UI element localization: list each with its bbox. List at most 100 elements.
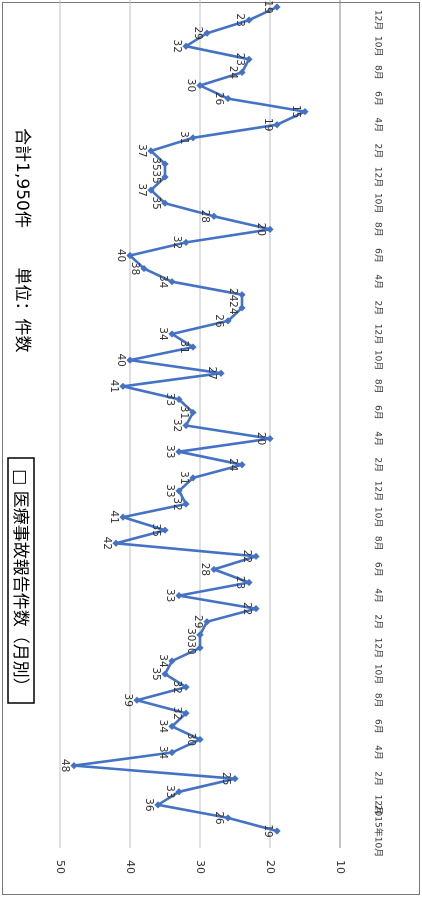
data-point xyxy=(203,29,211,37)
data-label: 23 xyxy=(234,13,246,26)
data-label: 32 xyxy=(171,680,183,693)
data-point xyxy=(126,251,134,260)
data-point xyxy=(245,16,253,24)
data-label: 29 xyxy=(192,615,204,628)
data-point xyxy=(168,278,176,286)
data-label: 33 xyxy=(164,484,176,497)
data-point xyxy=(168,657,176,665)
data-label: 34 xyxy=(157,746,169,760)
data-point xyxy=(182,238,190,247)
x-tick-label: 10月 xyxy=(373,193,384,213)
data-label: 33 xyxy=(164,445,176,458)
data-label: 35 xyxy=(150,197,162,210)
x-tick-label: 2月 xyxy=(373,614,384,629)
x-tick-label: 12月 xyxy=(373,638,384,658)
data-point xyxy=(189,343,197,351)
data-label: 26 xyxy=(213,811,225,825)
data-label: 32 xyxy=(171,40,183,53)
data-label: 25 xyxy=(220,772,232,785)
data-point xyxy=(161,173,169,181)
data-point xyxy=(252,552,260,560)
data-label: 39 xyxy=(122,694,134,707)
data-point xyxy=(266,435,274,443)
x-tick-label: 10月 xyxy=(373,507,384,527)
data-point xyxy=(189,408,197,417)
title-box xyxy=(7,457,35,704)
data-point xyxy=(196,735,204,744)
data-point xyxy=(231,775,239,783)
data-label: 35 xyxy=(150,170,162,183)
data-point xyxy=(245,578,253,587)
data-label: 40 xyxy=(115,353,127,366)
data-point xyxy=(210,565,218,574)
data-point xyxy=(238,304,246,312)
data-point xyxy=(224,814,232,822)
data-label: 24 xyxy=(227,458,239,472)
data-point xyxy=(224,94,232,103)
data-label: 30 xyxy=(185,79,197,92)
data-point xyxy=(175,487,183,495)
x-tick-label: 6月 xyxy=(373,248,384,263)
x-tick-label: 8月 xyxy=(373,65,384,80)
data-label: 35 xyxy=(150,667,162,680)
data-point xyxy=(238,461,246,469)
x-tick-label: 2015年10月 xyxy=(373,805,385,857)
data-point xyxy=(182,683,190,691)
y-tick-label: 40 xyxy=(124,860,137,874)
data-point xyxy=(154,801,162,809)
x-tick-label: 10月 xyxy=(373,664,384,684)
data-point xyxy=(182,421,190,430)
data-point xyxy=(238,68,246,76)
data-label: 32 xyxy=(171,497,183,510)
data-point xyxy=(161,670,169,678)
data-label: 30 xyxy=(185,628,197,641)
x-tick-label: 4月 xyxy=(373,588,384,603)
data-point xyxy=(224,317,232,325)
data-label: 30 xyxy=(185,641,197,654)
x-tick-label: 6月 xyxy=(373,719,384,734)
y-tick-label: 10 xyxy=(334,860,347,874)
data-label: 29 xyxy=(192,26,204,39)
data-label: 34 xyxy=(157,720,169,734)
data-label: 36 xyxy=(143,798,155,812)
data-point xyxy=(252,605,260,613)
data-label: 33 xyxy=(164,785,176,798)
data-point xyxy=(210,212,218,220)
data-label: 37 xyxy=(136,183,148,196)
data-point xyxy=(133,696,141,704)
data-point xyxy=(266,225,274,233)
data-point xyxy=(70,762,78,770)
data-point xyxy=(119,382,127,390)
data-label: 22 xyxy=(241,550,253,563)
data-point xyxy=(238,291,246,299)
data-label: 32 xyxy=(171,707,183,720)
x-tick-label: 10月 xyxy=(373,350,384,370)
data-label: 38 xyxy=(129,262,141,275)
data-label: 19 xyxy=(262,824,274,837)
x-tick-label: 4月 xyxy=(373,274,384,289)
data-point xyxy=(182,500,190,508)
data-label: 33 xyxy=(164,393,176,406)
chart-title: □ 医療事故報告件数（月別） xyxy=(10,469,30,694)
data-point xyxy=(112,539,120,547)
data-label: 26 xyxy=(213,92,225,106)
series-line xyxy=(72,5,307,833)
data-label: 24 xyxy=(227,288,239,302)
y-tick-label: 30 xyxy=(194,860,207,874)
data-label: 20 xyxy=(255,432,267,445)
data-label: 28 xyxy=(199,210,211,223)
data-point xyxy=(161,199,169,207)
data-label: 34 xyxy=(157,654,169,668)
data-point xyxy=(175,395,183,403)
data-label: 28 xyxy=(199,563,211,576)
data-point xyxy=(301,108,309,116)
x-tick-label: 6月 xyxy=(373,91,384,106)
x-tick-label: 2月 xyxy=(373,771,384,786)
x-tick-label: 8月 xyxy=(373,222,384,237)
data-point xyxy=(273,121,281,129)
x-tick-label: 8月 xyxy=(373,693,384,708)
data-point xyxy=(140,264,148,273)
data-label: 23 xyxy=(234,53,246,66)
